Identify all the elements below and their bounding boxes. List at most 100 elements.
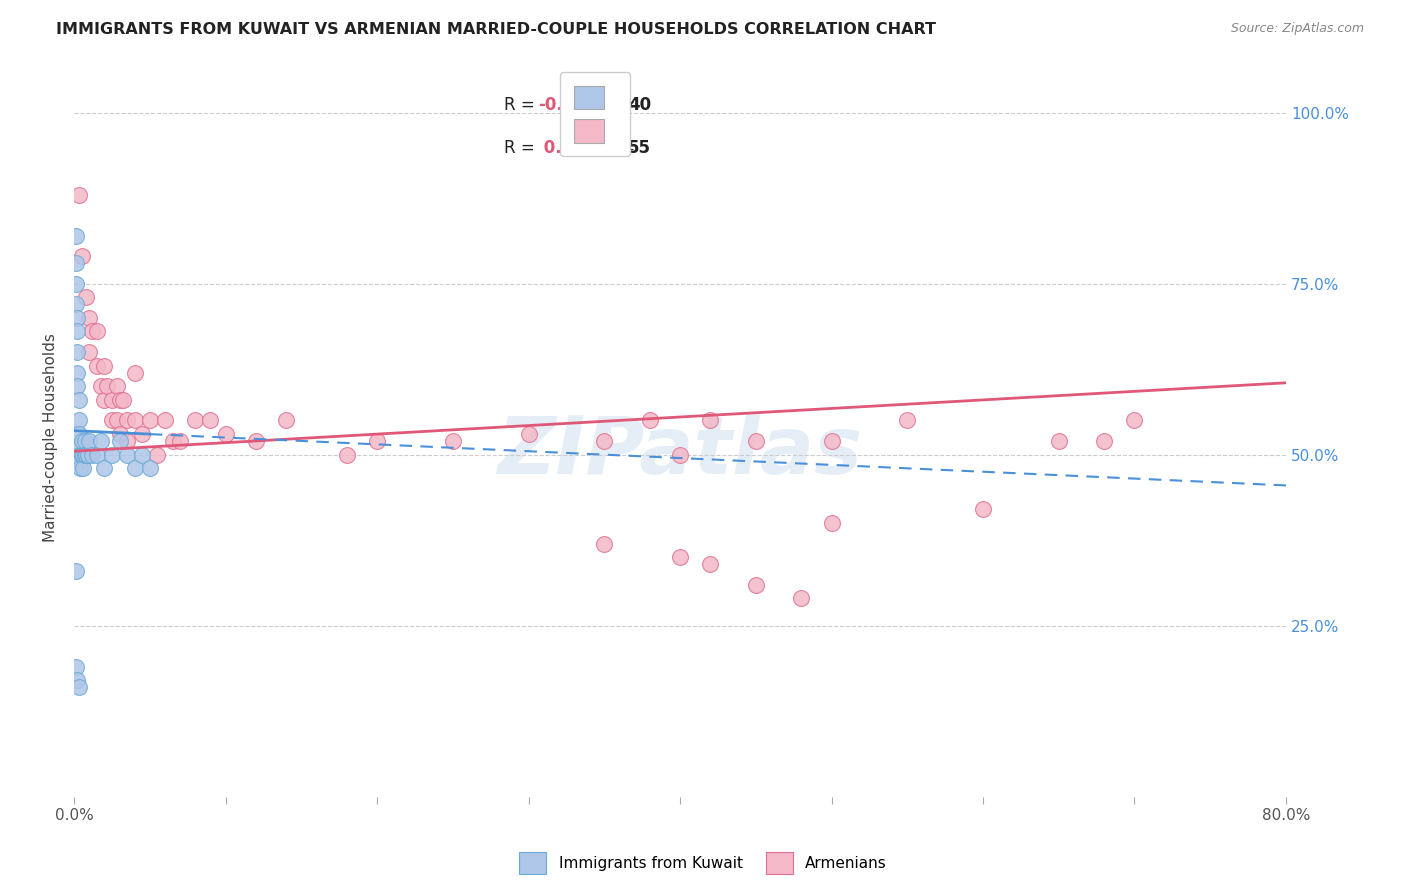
- Point: [214, 427, 236, 442]
- Point: [669, 550, 692, 565]
- Point: [131, 427, 153, 442]
- Point: [67, 441, 90, 455]
- Point: [124, 413, 146, 427]
- Point: [96, 379, 118, 393]
- Point: [82, 325, 104, 339]
- Text: N =: N =: [593, 139, 640, 158]
- Point: [115, 448, 138, 462]
- Point: [517, 427, 540, 442]
- Point: [790, 591, 813, 606]
- Point: [745, 577, 768, 591]
- Point: [93, 392, 115, 407]
- Point: [131, 448, 153, 462]
- Point: [82, 448, 104, 462]
- Text: ZIPatlas: ZIPatlas: [498, 413, 862, 491]
- Point: [66, 325, 89, 339]
- Point: [69, 461, 91, 475]
- Point: [638, 413, 661, 427]
- Point: [90, 434, 112, 448]
- Point: [73, 448, 96, 462]
- Point: [139, 413, 162, 427]
- Point: [67, 680, 90, 694]
- Point: [93, 461, 115, 475]
- Point: [66, 366, 89, 380]
- Point: [66, 379, 89, 393]
- Point: [67, 187, 90, 202]
- Point: [69, 454, 91, 468]
- Point: [65, 228, 87, 243]
- Point: [184, 413, 207, 427]
- Point: [77, 345, 100, 359]
- Point: [75, 290, 97, 304]
- Point: [1092, 434, 1115, 448]
- Point: [108, 427, 131, 442]
- Text: R =: R =: [505, 139, 546, 158]
- Text: 40: 40: [628, 96, 651, 114]
- Point: [75, 448, 97, 462]
- Point: [101, 448, 124, 462]
- Point: [820, 434, 842, 448]
- Text: IMMIGRANTS FROM KUWAIT VS ARMENIAN MARRIED-COUPLE HOUSEHOLDS CORRELATION CHART: IMMIGRANTS FROM KUWAIT VS ARMENIAN MARRI…: [56, 22, 936, 37]
- Point: [336, 448, 359, 462]
- Point: [70, 434, 93, 448]
- Point: [153, 413, 176, 427]
- Point: [65, 277, 87, 291]
- Point: [101, 392, 124, 407]
- Point: [70, 249, 93, 263]
- Point: [105, 413, 128, 427]
- Point: [593, 536, 616, 550]
- Point: [65, 297, 87, 311]
- Point: [1047, 434, 1070, 448]
- Point: [66, 310, 89, 325]
- Text: 0.070: 0.070: [538, 139, 596, 158]
- Point: [124, 366, 146, 380]
- Point: [200, 413, 222, 427]
- Point: [69, 448, 91, 462]
- Point: [820, 516, 842, 530]
- Point: [139, 461, 162, 475]
- Point: [669, 448, 692, 462]
- Point: [245, 434, 267, 448]
- Point: [90, 379, 112, 393]
- Point: [86, 359, 108, 373]
- Legend: Immigrants from Kuwait, Armenians: Immigrants from Kuwait, Armenians: [513, 846, 893, 880]
- Point: [66, 345, 89, 359]
- Point: [124, 461, 146, 475]
- Point: [67, 392, 90, 407]
- Point: [162, 434, 184, 448]
- Point: [65, 659, 87, 673]
- Point: [276, 413, 298, 427]
- Point: [66, 673, 89, 688]
- Point: [146, 448, 169, 462]
- Point: [115, 434, 138, 448]
- Point: [972, 502, 994, 516]
- Point: [115, 413, 138, 427]
- Point: [593, 434, 616, 448]
- Point: [1123, 413, 1146, 427]
- Point: [65, 564, 87, 578]
- Point: [441, 434, 464, 448]
- Point: [72, 461, 94, 475]
- Point: [77, 310, 100, 325]
- Point: [699, 413, 721, 427]
- Text: N =: N =: [593, 96, 640, 114]
- Point: [108, 392, 131, 407]
- Point: [86, 448, 108, 462]
- Point: [70, 448, 93, 462]
- Text: 55: 55: [628, 139, 651, 158]
- Text: R =: R =: [505, 96, 540, 114]
- Point: [699, 557, 721, 571]
- Point: [67, 427, 90, 442]
- Point: [73, 434, 96, 448]
- Point: [105, 379, 128, 393]
- Point: [366, 434, 388, 448]
- Point: [76, 448, 98, 462]
- Point: [169, 434, 191, 448]
- Point: [896, 413, 918, 427]
- Point: [65, 256, 87, 270]
- Point: [67, 448, 90, 462]
- Text: Source: ZipAtlas.com: Source: ZipAtlas.com: [1230, 22, 1364, 36]
- Y-axis label: Married-couple Households: Married-couple Households: [44, 333, 58, 542]
- Point: [77, 434, 100, 448]
- Point: [86, 325, 108, 339]
